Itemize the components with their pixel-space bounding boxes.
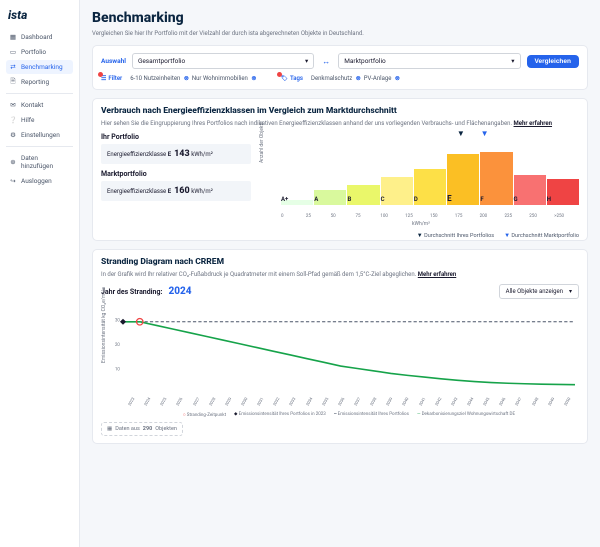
remove-chip-icon[interactable]: ⊗ [251,75,256,82]
strand-footer: ▦ Daten aus 290 Objekten [101,422,183,436]
strand-panel: Stranding Diagram nach CRREM In der Graf… [92,249,588,444]
ee-legend: ▼ Durchschnitt Ihres Portfolios ▼ Durchs… [417,232,579,239]
filter-chip[interactable]: Nur Wohnimmobilien ⊗ [192,75,257,82]
ee-bar: C [381,139,413,205]
chevron-down-icon: ▾ [511,57,514,65]
remove-chip-icon[interactable]: ⊗ [184,75,189,82]
ee-bar: F [480,139,512,205]
portfolio-select-right[interactable]: Marktportfolio▾ [338,53,520,69]
ee-bar: E [447,139,479,205]
nav-icon: ↪ [9,177,17,185]
nav-icon: ▦ [9,33,17,41]
nav-icon: ▭ [9,48,17,56]
ee-bar: B [347,139,379,205]
ee-your-label: Ihr Portfolio [101,133,251,141]
svg-text:30: 30 [115,318,120,323]
main-content: Benchmarking Vergleichen Sie hier Ihr Po… [80,0,600,547]
nav-icon: 🗎 [9,78,17,86]
swap-icon[interactable]: ↔ [320,57,332,66]
compare-button[interactable]: Vergleichen [527,55,580,68]
sidebar-item-portfolio[interactable]: ▭Portfolio [6,45,73,59]
selector-panel: Auswahl Gesamtportfolio▾ ↔ Marktportfoli… [92,45,588,90]
ee-more-link[interactable]: Mehr erfahren [514,120,553,127]
page-subtitle: Vergleichen Sie hier Ihr Portfolio mit d… [92,30,588,37]
tags-toggle[interactable]: 🏷 Tags [280,75,303,82]
sidebar-item-reporting[interactable]: 🗎Reporting [6,75,73,89]
ee-bar: H [547,139,579,205]
strand-more-link[interactable]: Mehr erfahren [418,271,457,278]
svg-text:10: 10 [115,368,120,373]
sidebar-item-hilfe[interactable]: ❔Hilfe [6,113,73,127]
filter-chip[interactable]: 6-10 Nutzeinheiten ⊗ [130,75,189,82]
filter-toggle[interactable]: ☰ Filter [101,75,122,82]
remove-chip-icon[interactable]: ⊗ [356,75,361,82]
ee-panel: Verbrauch nach Energieeffizienzklassen i… [92,98,588,241]
ee-chart: Anzahl der Objekte A+ABCDEFGH ▼▼ 0255075… [263,133,579,233]
sidebar-item-dashboard[interactable]: ▦Dashboard [6,30,73,44]
ee-bar: A [314,139,346,205]
remove-chip-icon[interactable]: ⊗ [395,75,400,82]
portfolio-select-left[interactable]: Gesamtportfolio▾ [132,53,314,69]
nav-icon: ⊕ [9,158,17,166]
strand-object-select[interactable]: Alle Objekte anzeigen▾ [499,284,579,299]
ee-bar: D [414,139,446,205]
sidebar: ista ▦Dashboard▭Portfolio⇄Benchmarking🗎R… [0,0,80,547]
filter-chip[interactable]: Denkmalschutz ⊗ [311,75,361,82]
sidebar-item-daten-hinzufügen[interactable]: ⊕Daten hinzufügen [6,151,73,173]
strand-chart: Emissionsintensität kg CO₂e/m²/a 102030 … [101,303,579,418]
ee-title: Verbrauch nach Energieeffizienzklassen i… [101,106,579,116]
ee-your-box: Energieeffizienzklasse E 143 kWh/m² [101,144,251,164]
strand-title: Stranding Diagram nach CRREM [101,257,579,267]
brand-logo: ista [8,8,73,22]
ee-bar: G [514,139,546,205]
ee-bar: A+ [281,139,313,205]
sidebar-item-kontakt[interactable]: ✉Kontakt [6,98,73,112]
chevron-down-icon: ▾ [569,288,572,295]
data-icon: ▦ [107,426,112,432]
nav-icon: ✉ [9,101,17,109]
ee-desc: Hier sehen Sie die Eingruppierung Ihres … [101,120,579,127]
filter-chip[interactable]: PV-Anlage ⊗ [364,75,400,82]
svg-text:20: 20 [115,343,120,348]
sidebar-item-benchmarking[interactable]: ⇄Benchmarking [6,60,73,74]
auswahl-label: Auswahl [101,57,126,65]
strand-desc: In der Grafik wird Ihr relativer CO₂-Fuß… [101,271,579,278]
strand-year: Jahr des Stranding:2024 [101,286,192,297]
nav-icon: ⇄ [9,63,17,71]
nav-icon: ⚙ [9,131,17,139]
page-title: Benchmarking [92,10,588,26]
chevron-down-icon: ▾ [305,57,308,65]
sidebar-item-ausloggen[interactable]: ↪Ausloggen [6,174,73,188]
sidebar-item-einstellungen[interactable]: ⚙Einstellungen [6,128,73,142]
nav-icon: ❔ [9,116,17,124]
ee-market-box: Energieeffizienzklasse E 160 kWh/m² [101,181,251,201]
ee-market-label: Marktportfolio [101,170,251,178]
